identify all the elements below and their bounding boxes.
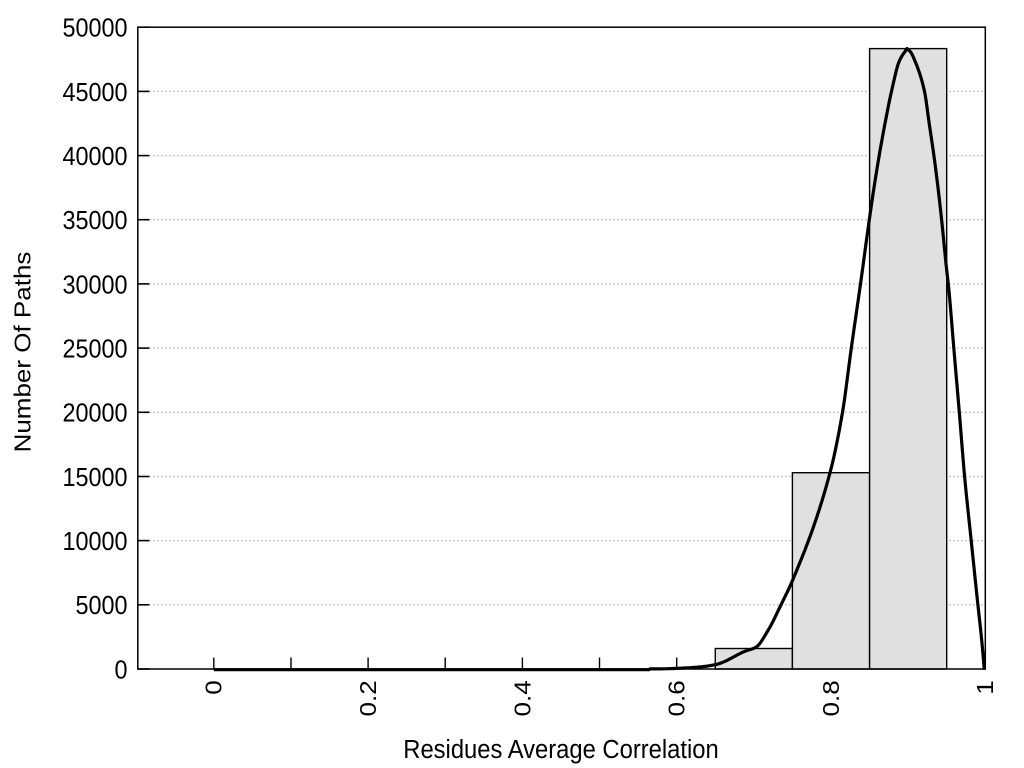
svg-text:0.4: 0.4 [511, 680, 536, 716]
svg-text:0: 0 [202, 680, 227, 694]
svg-text:5000: 5000 [75, 592, 127, 620]
svg-text:20000: 20000 [62, 400, 127, 428]
svg-text:45000: 45000 [62, 79, 127, 107]
svg-text:30000: 30000 [62, 271, 127, 299]
svg-text:40000: 40000 [62, 143, 127, 171]
svg-text:35000: 35000 [62, 207, 127, 235]
svg-text:Number Of Paths: Number Of Paths [11, 252, 36, 453]
svg-text:15000: 15000 [62, 464, 127, 492]
svg-text:Residues Average Correlation: Residues Average Correlation [403, 735, 718, 764]
svg-text:0.8: 0.8 [819, 680, 844, 716]
svg-text:25000: 25000 [62, 335, 127, 363]
svg-text:0: 0 [114, 656, 127, 684]
svg-text:50000: 50000 [62, 15, 127, 43]
svg-text:0.6: 0.6 [665, 680, 690, 716]
svg-text:10000: 10000 [62, 528, 127, 556]
svg-text:0.2: 0.2 [356, 680, 381, 716]
svg-text:1: 1 [973, 680, 998, 694]
